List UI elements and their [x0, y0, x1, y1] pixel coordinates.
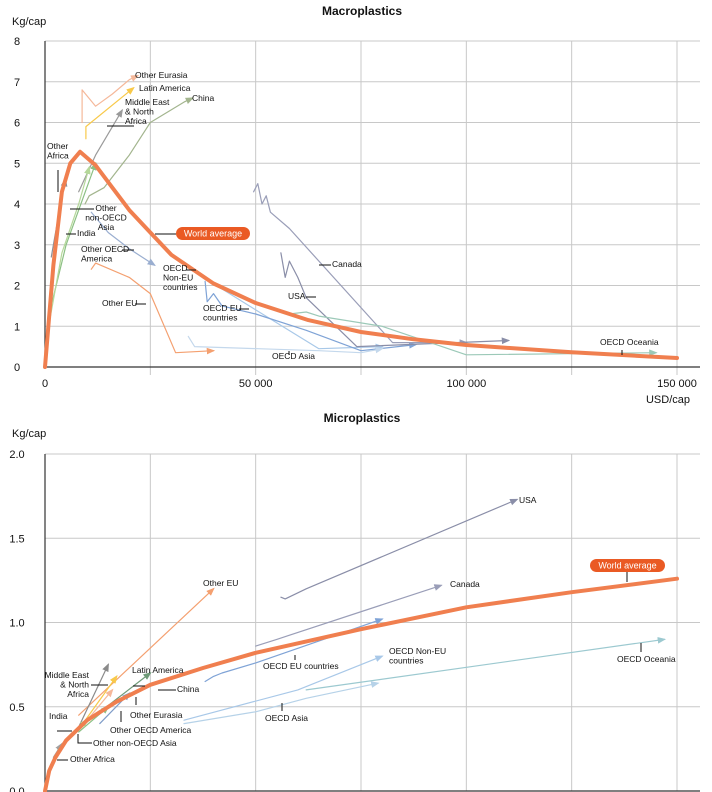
macro-label-middle-east-north-africa: Middle East & North Africa: [125, 97, 170, 126]
badge-label: World average: [598, 561, 656, 571]
macro-label-canada: Canada: [332, 259, 362, 269]
macro-series-usa: [280, 252, 511, 348]
macro-y-tick-label: 0: [14, 362, 20, 374]
micro-label-oecd-oceania: OECD Oceania: [617, 654, 676, 664]
micro-title: Microplastics: [324, 411, 401, 425]
macro-title: Macroplastics: [322, 4, 402, 18]
macro-ylabel: Kg/cap: [12, 16, 46, 28]
micro-y-tick-label: 2.0: [9, 449, 24, 461]
macro-series-other-eu: [90, 262, 216, 355]
macro-label-other-non-oecd-asia: Other non-OECD Asia: [85, 203, 127, 232]
macro-label-other-eu: Other EU: [102, 298, 137, 308]
macro-y-tick-label: 4: [14, 199, 20, 211]
macro-label-latin-america: Latin America: [139, 83, 191, 93]
micro-label-oecd-non-eu-countries: OECD Non-EU countries: [389, 646, 446, 666]
macro-x-tick-label: 100 000: [446, 378, 486, 390]
micro-label-other-africa: Other Africa: [70, 754, 115, 764]
macro-series-india: [49, 165, 91, 319]
macro-label-oecd-asia: OECD Asia: [272, 351, 315, 361]
micro-series-middle-east-north-africa: [78, 663, 109, 728]
macro-series-other-oecd-america: [90, 211, 156, 267]
leader-line: [77, 734, 92, 744]
macro-x-tick-label: 50 000: [239, 378, 273, 390]
micro-label-usa: USA: [519, 495, 537, 505]
macro-label-india: India: [77, 228, 96, 238]
micro-y-tick-label: 0.5: [9, 702, 24, 714]
macro-label-usa: USA: [288, 291, 306, 301]
macro-series-middle-east-north-africa: [78, 108, 123, 193]
macro-label-oecd-oceania: OECD Oceania: [600, 337, 659, 347]
micro-world-average-badge: World average: [590, 559, 665, 572]
macro-y-tick-label: 8: [14, 36, 20, 48]
micro-label-middle-east-north-africa: Middle East & North Africa: [45, 670, 90, 699]
macro-label-other-eurasia: Other Eurasia: [135, 70, 188, 80]
macro-series-oecd-asia: [187, 335, 384, 354]
macro-series-world-average: [43, 149, 679, 369]
micro-label-other-eu: Other EU: [203, 578, 238, 588]
micro-series-oecd-asia: [183, 681, 380, 725]
macro-label-china: China: [192, 93, 214, 103]
micro-series-latin-america: [82, 675, 118, 725]
badge-background: [590, 559, 665, 572]
micro-y-tick-label: 1.0: [9, 618, 24, 630]
micro-label-china: China: [177, 684, 199, 694]
macro-x-tick-label: 0: [42, 378, 48, 390]
micro-label-other-eurasia: Other Eurasia: [130, 710, 183, 720]
macro-series-other-eurasia: [81, 74, 140, 124]
macro-series-oecd-oceania: [288, 311, 658, 357]
macro-y-tick-label: 2: [14, 281, 20, 293]
macro-y-tick-label: 3: [14, 240, 20, 252]
macro-world-average-badge: World average: [176, 227, 250, 240]
micro-y-tick-label: 1.5: [9, 533, 24, 545]
micro-label-latin-america: Latin America: [132, 665, 184, 675]
macro-xlabel: USD/cap: [646, 394, 690, 406]
micro-series-world-average: [43, 576, 679, 792]
macro-label-other-oecd-america: Other OECD America: [81, 244, 129, 264]
micro-label-canada: Canada: [450, 579, 480, 589]
micro-series-other-eu: [78, 587, 215, 716]
micro-series-oecd-eu-countries: [204, 618, 384, 683]
micro-ylabel: Kg/cap: [12, 428, 46, 440]
macro-label-oecd-non-eu-countries: OECD Non-EU countries: [163, 263, 198, 292]
macro-label-other-africa: Other Africa: [47, 141, 69, 161]
micro-series-canada: [255, 584, 443, 647]
micro-label-other-oecd-america: Other OECD America: [110, 725, 192, 735]
macro-series-oecd-eu-countries: [204, 280, 418, 352]
micro-y-tick-label: 0.0: [9, 786, 24, 792]
badge-background: [176, 227, 250, 240]
micro-label-oecd-asia: OECD Asia: [265, 713, 308, 723]
micro-series-oecd-oceania: [305, 637, 667, 691]
badge-label: World average: [184, 229, 242, 239]
macro-y-tick-label: 1: [14, 321, 20, 333]
macro-x-tick-label: 150 000: [657, 378, 697, 390]
macro-y-tick-label: 7: [14, 77, 20, 89]
macro-y-tick-label: 5: [14, 158, 20, 170]
macro-y-tick-label: 6: [14, 118, 20, 130]
macro-series-latin-america: [85, 86, 135, 140]
micro-series-oecd-non-eu-countries: [183, 655, 384, 721]
micro-label-other-non-oecd-asia: Other non-OECD Asia: [93, 738, 177, 748]
micro-series-usa: [280, 498, 519, 600]
micro-label-oecd-eu-countries: OECD EU countries: [263, 661, 339, 671]
macro-label-oecd-eu-countries: OECD EU countries: [203, 303, 242, 323]
micro-series-other-eurasia: [86, 688, 114, 721]
macro-series-china: [84, 97, 195, 205]
macro-series-canada: [253, 183, 468, 346]
micro-label-india: India: [49, 711, 68, 721]
